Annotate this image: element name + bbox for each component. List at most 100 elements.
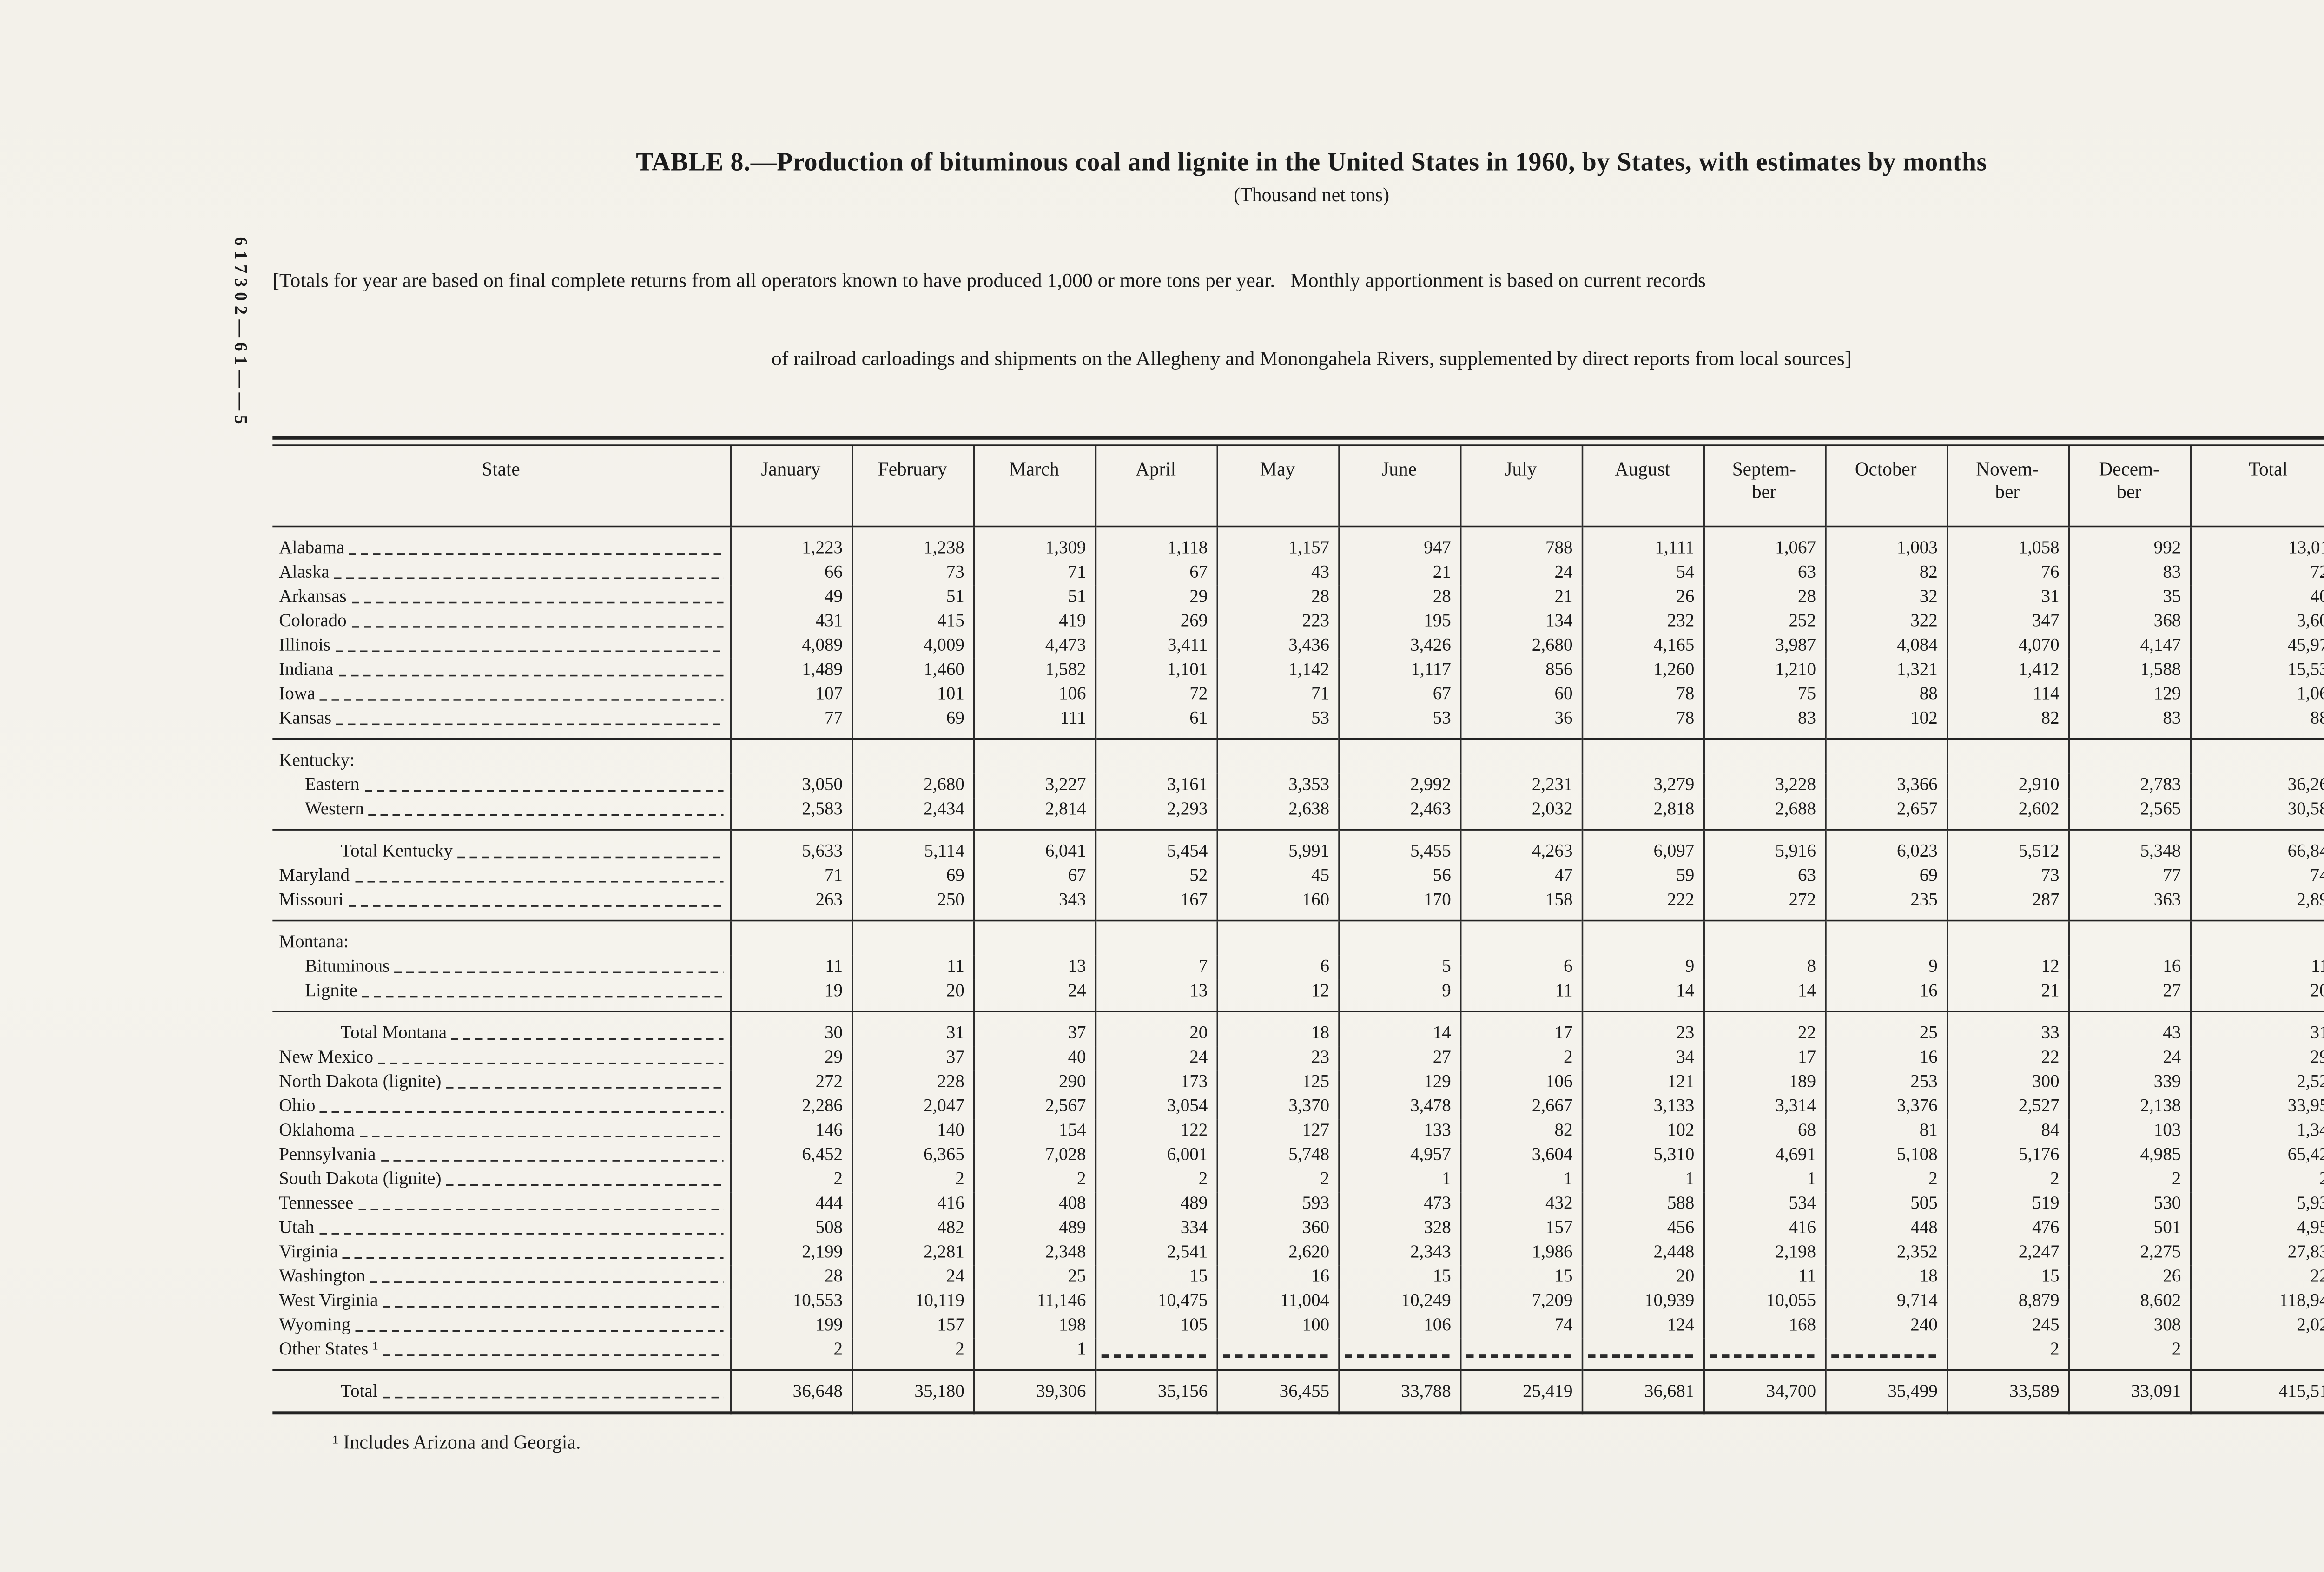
value-cell: 82: [1825, 561, 1947, 585]
value-cell: 81: [1825, 1119, 1947, 1143]
value-cell: 5,512: [1947, 830, 2068, 864]
value-cell: 240: [1825, 1314, 1947, 1338]
value-cell: [2190, 739, 2324, 773]
value-cell: 5,108: [1825, 1143, 1947, 1167]
value-cell: 140: [852, 1119, 973, 1143]
value-cell: 17: [1703, 1046, 1825, 1070]
value-cell: 2,198: [1703, 1241, 1825, 1265]
dash-filler: [1585, 1343, 1694, 1361]
value-cell: 28: [1703, 585, 1825, 609]
value-cell: 6,097: [1582, 830, 1703, 864]
value-cell: 114: [1947, 682, 2068, 707]
value-cell: 1,309: [973, 527, 1095, 561]
value-cell: 2,890: [2190, 888, 2324, 921]
value-cell: 54: [1582, 561, 1703, 585]
value-cell: 2,231: [1460, 773, 1582, 797]
value-cell: 1,582: [973, 658, 1095, 682]
value-cell: 1: [1703, 1167, 1825, 1191]
dash-leader: [378, 1339, 726, 1361]
dash-filler: [1221, 1343, 1329, 1361]
value-cell: 287: [1947, 888, 2068, 921]
value-cell: 71: [973, 561, 1095, 585]
row-label: Virginia: [279, 1241, 338, 1264]
value-cell: 456: [1582, 1216, 1703, 1240]
value-cell: [2068, 921, 2190, 955]
value-cell: 992: [2068, 527, 2190, 561]
value-cell: 2,814: [973, 798, 1095, 830]
value-cell: 1,412: [1947, 658, 2068, 682]
row-label: Kentucky:: [279, 750, 355, 773]
value-cell: [1703, 921, 1825, 955]
value-cell: 363: [2068, 888, 2190, 921]
value-cell: 59: [1582, 864, 1703, 888]
value-cell: 2: [1460, 1046, 1582, 1070]
value-cell: 223: [1217, 609, 1339, 634]
value-cell: 31: [852, 1011, 973, 1045]
value-cell: 2,275: [2068, 1241, 2190, 1265]
value-cell: 1,260: [1582, 658, 1703, 682]
value-cell: 28: [1217, 585, 1339, 609]
column-header: Total: [2190, 446, 2324, 527]
value-cell: 1: [973, 1338, 1095, 1370]
state-cell: Kansas: [272, 707, 730, 739]
value-cell: 415: [852, 609, 973, 634]
footnote: ¹ Includes Arizona and Georgia.: [272, 1431, 2324, 1455]
value-cell: 5,455: [1338, 830, 1460, 864]
value-cell: 47: [1460, 864, 1582, 888]
row-label: North Dakota (lignite): [279, 1071, 441, 1094]
value-cell: 2,783: [2068, 773, 2190, 797]
row-label: Pennsylvania: [279, 1144, 376, 1167]
value-cell: 272: [1703, 888, 1825, 921]
value-cell: 21: [1338, 561, 1460, 585]
dash-filler: [1829, 1343, 1938, 1361]
value-cell: 28: [730, 1265, 852, 1289]
value-cell: 37: [973, 1011, 1095, 1045]
value-cell: 1,238: [852, 527, 973, 561]
row-label: South Dakota (lignite): [279, 1168, 441, 1191]
row-label: West Virginia: [279, 1290, 378, 1313]
column-header: January: [730, 446, 852, 527]
dash-leader: [330, 634, 726, 657]
value-cell: 20: [1095, 1011, 1217, 1045]
value-cell: 2,525: [2190, 1070, 2324, 1094]
value-cell: [1095, 739, 1217, 773]
state-cell: Missouri: [272, 888, 730, 921]
value-cell: 10,249: [1338, 1289, 1460, 1313]
table-headnote: [Totals for year are based on final comp…: [272, 216, 2324, 423]
value-cell: 173: [1095, 1070, 1217, 1094]
value-cell: 9: [1825, 955, 1947, 979]
value-cell: 78: [1582, 682, 1703, 707]
value-cell: 5,454: [1095, 830, 1217, 864]
value-cell: 3,370: [1217, 1094, 1339, 1118]
dashed-cell: [1217, 1338, 1339, 1370]
row-label: Kansas: [279, 707, 331, 730]
value-cell: 2,247: [1947, 1241, 2068, 1265]
value-cell: 20: [2190, 1167, 2324, 1191]
state-cell: Utah: [272, 1216, 730, 1240]
value-cell: 228: [2190, 1265, 2324, 1289]
value-cell: 10,055: [1703, 1289, 1825, 1313]
value-cell: 2: [852, 1338, 973, 1370]
value-cell: 67: [1338, 682, 1460, 707]
headnote-line2: of railroad carloadings and shipments on…: [272, 345, 2324, 371]
value-cell: 14: [1582, 979, 1703, 1012]
value-cell: 2,657: [1825, 798, 1947, 830]
value-cell: 339: [2068, 1070, 2190, 1094]
value-cell: 1,321: [1825, 658, 1947, 682]
value-cell: 1,588: [2068, 658, 2190, 682]
value-cell: 6,041: [973, 830, 1095, 864]
state-cell: Alabama: [272, 527, 730, 561]
value-cell: 24: [973, 979, 1095, 1012]
value-cell: 2,343: [1338, 1241, 1460, 1265]
state-cell: Virginia: [272, 1241, 730, 1265]
value-cell: 4,070: [1947, 634, 2068, 658]
value-cell: 14: [1338, 1011, 1460, 1045]
value-cell: 5,348: [2068, 830, 2190, 864]
